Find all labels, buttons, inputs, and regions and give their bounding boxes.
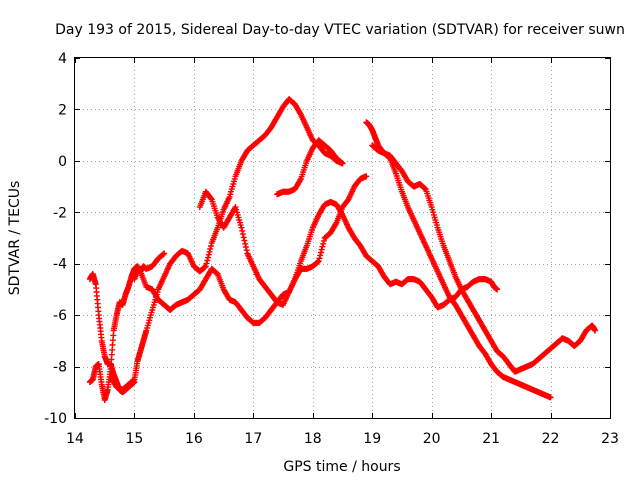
data-point <box>494 286 501 293</box>
y-tick-label: -8 <box>53 360 67 376</box>
y-tick-label: 0 <box>58 154 67 170</box>
y-tick-label: 4 <box>58 51 67 67</box>
data-point <box>160 251 167 258</box>
x-tick-label: 22 <box>542 431 560 447</box>
data-point <box>205 254 211 261</box>
x-tick-label: 15 <box>126 431 144 447</box>
series-arc-c <box>107 96 346 393</box>
data-point <box>592 327 599 334</box>
axis-ticks: 14 15 16 17 18 19 20 21 22 23 -10 -8 -6 -4 -2 0 2 4 <box>44 51 619 447</box>
data-point <box>243 247 250 254</box>
y-tick-label: -2 <box>53 205 67 221</box>
x-tick-label: 20 <box>423 431 441 447</box>
data-point <box>339 160 346 167</box>
y-tick-label: -6 <box>53 308 67 324</box>
data-point <box>238 224 245 231</box>
data-point <box>203 260 210 267</box>
x-tick-label: 14 <box>66 431 84 447</box>
series-arc-d <box>131 173 370 326</box>
data-point <box>319 243 326 250</box>
data-point <box>241 237 248 244</box>
data-point <box>320 237 327 244</box>
y-axis-label: SDTVAR / TECUs <box>7 181 23 296</box>
y-tick-label: -10 <box>44 411 67 427</box>
plot-frame <box>74 57 611 419</box>
series-arc-h <box>369 142 599 375</box>
data-points <box>86 96 599 403</box>
grid <box>75 58 610 418</box>
y-tick-label: -4 <box>53 257 67 273</box>
y-tick-label: 2 <box>58 102 67 118</box>
x-tick-label: 16 <box>185 431 203 447</box>
x-tick-label: 18 <box>304 431 322 447</box>
data-point <box>332 220 339 227</box>
data-point <box>161 250 168 257</box>
data-point <box>317 252 324 259</box>
data-point <box>315 258 322 265</box>
series-arc-b <box>86 250 168 403</box>
chart-title: Day 193 of 2015, Sidereal Day-to-day VTE… <box>55 22 625 38</box>
x-tick-label: 19 <box>363 431 381 447</box>
series-arc-f <box>274 137 346 198</box>
data-point <box>239 231 246 238</box>
x-tick-label: 21 <box>482 431 500 447</box>
x-tick-label: 23 <box>601 431 619 447</box>
x-axis-label: GPS time / hours <box>283 459 400 475</box>
x-tick-label: 17 <box>244 431 262 447</box>
data-point <box>207 245 214 252</box>
series-arc-g <box>363 119 554 401</box>
data-point <box>297 177 304 184</box>
data-point <box>547 394 554 401</box>
series-arc-e <box>196 188 501 311</box>
data-point <box>363 173 370 180</box>
data-point <box>242 244 249 250</box>
